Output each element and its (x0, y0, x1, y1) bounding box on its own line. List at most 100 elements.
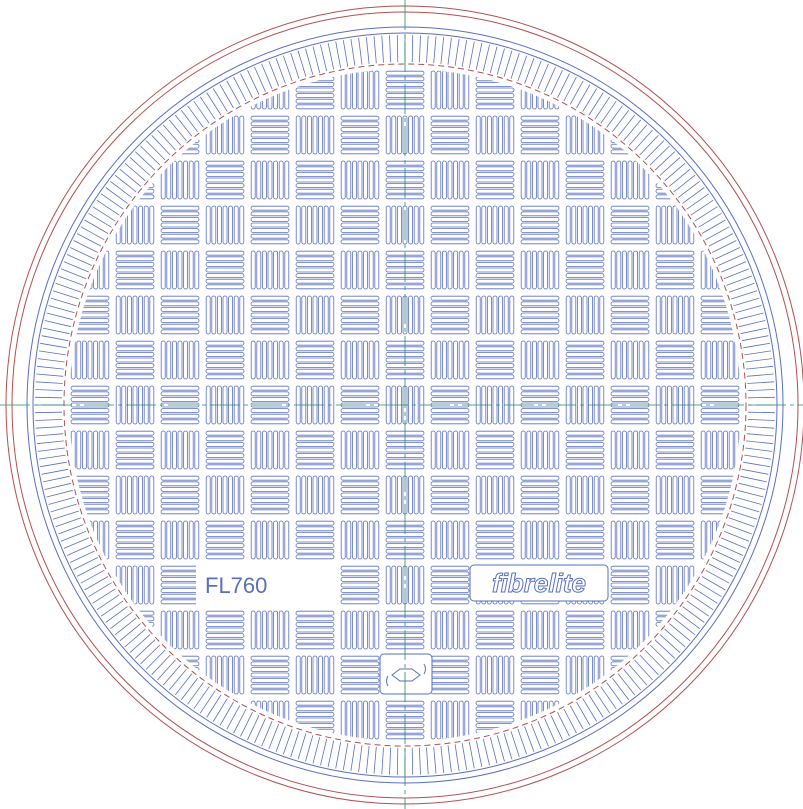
slot (189, 251, 193, 289)
slot (482, 476, 486, 514)
slot (549, 161, 553, 199)
slot (431, 589, 469, 593)
slot (341, 611, 345, 649)
slot (521, 302, 559, 306)
slot (611, 302, 649, 306)
slot (521, 240, 559, 244)
slot (656, 257, 694, 261)
slot (206, 634, 244, 638)
page: {"labels": {"model": "FL760", "brand": "… (0, 0, 803, 809)
slot-cell (566, 206, 604, 244)
slot-cell (566, 656, 604, 694)
slot (144, 206, 148, 244)
slot (71, 386, 109, 390)
slot (358, 701, 362, 739)
slot (229, 656, 233, 694)
slot (521, 476, 559, 480)
slot (189, 521, 193, 559)
slot (566, 88, 604, 92)
slot (386, 116, 390, 154)
slot (99, 341, 103, 379)
slot (178, 341, 182, 379)
slot (622, 251, 626, 289)
slot (634, 521, 638, 559)
slot (476, 724, 514, 728)
slot (431, 133, 469, 137)
slot (611, 133, 649, 137)
slot (431, 577, 469, 581)
slot (364, 521, 368, 559)
slot (172, 161, 176, 199)
slot (217, 476, 221, 514)
slot (690, 296, 694, 334)
slot (251, 71, 255, 109)
slot (566, 189, 604, 193)
slot (656, 555, 694, 559)
slot-cell (431, 521, 469, 559)
slot (274, 431, 278, 469)
slot (538, 701, 542, 739)
slot-cell (296, 251, 334, 289)
slot (99, 431, 103, 469)
slot (566, 634, 604, 638)
slot (454, 611, 458, 649)
slot (431, 431, 435, 469)
slot-cell (431, 296, 469, 334)
slot (662, 296, 666, 334)
slot (341, 667, 379, 671)
slot-cell (611, 296, 649, 334)
slot (94, 521, 98, 559)
slot (656, 195, 694, 199)
slot (116, 206, 120, 244)
slot-cell (116, 566, 154, 604)
slot (296, 167, 334, 171)
slot (116, 296, 120, 334)
slot (701, 223, 739, 227)
slot (341, 521, 345, 559)
slot (296, 437, 334, 441)
slot (262, 251, 266, 289)
slot (341, 752, 379, 756)
slot (296, 527, 334, 531)
slot (701, 386, 739, 390)
slot (251, 206, 289, 210)
slot-cell (521, 296, 559, 334)
slot (144, 476, 148, 514)
slot (206, 341, 244, 345)
slot (251, 313, 289, 317)
slot (116, 454, 154, 458)
slot (369, 701, 373, 739)
slot (459, 611, 463, 649)
slot (572, 206, 576, 244)
slot (223, 116, 227, 154)
slot (369, 611, 373, 649)
slot (735, 341, 739, 379)
slot (459, 71, 463, 109)
slot (206, 521, 244, 525)
slot (161, 386, 199, 390)
slot-cell (251, 161, 289, 199)
slot (296, 172, 334, 176)
slot (71, 341, 75, 379)
slot (319, 206, 323, 244)
slot (251, 229, 289, 233)
slot (566, 161, 604, 165)
slot-cell (251, 611, 289, 649)
slot (302, 296, 306, 334)
slot (431, 701, 435, 739)
slot (240, 206, 244, 244)
slot (431, 217, 469, 221)
slot (566, 364, 604, 368)
slot (617, 521, 621, 559)
slot (431, 302, 469, 306)
slot (206, 555, 244, 559)
slot (448, 341, 452, 379)
slot (161, 217, 199, 221)
slot (296, 448, 334, 452)
slot-cell (566, 611, 604, 649)
slot-cell (161, 296, 199, 334)
slot (296, 532, 334, 536)
slot (684, 296, 688, 334)
slot (431, 594, 469, 598)
slot (611, 307, 649, 311)
